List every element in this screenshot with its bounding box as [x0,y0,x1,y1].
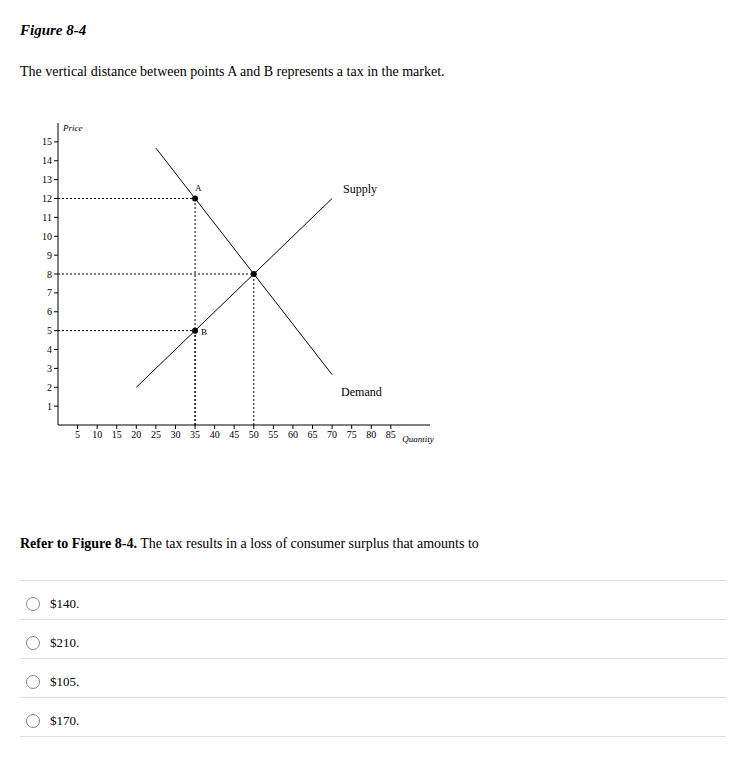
svg-text:45: 45 [229,429,239,440]
svg-text:7: 7 [47,287,52,298]
svg-text:6: 6 [47,306,52,317]
svg-text:5: 5 [75,429,80,440]
html-text:Figure 8-4: Figure 8-4 [20,22,87,38]
svg-text:Demand: Demand [341,385,382,399]
svg-text:3: 3 [47,363,52,374]
html-text:$170.: $170. [50,713,80,728]
svg-text:65: 65 [308,429,318,440]
svg-text:B: B [201,327,207,337]
svg-text:1: 1 [47,401,52,412]
svg-text:Price: Price [62,123,83,133]
svg-text:50: 50 [249,429,259,440]
svg-text:10: 10 [42,231,52,242]
svg-text:30: 30 [170,429,180,440]
html-text:$210.: $210. [50,635,80,650]
svg-text:80: 80 [366,429,376,440]
svg-text:Quantity: Quantity [402,434,434,444]
svg-text:Supply: Supply [343,182,377,196]
svg-text:15: 15 [42,136,52,147]
svg-text:55: 55 [268,429,278,440]
svg-text:5: 5 [47,325,52,336]
svg-text:A: A [195,183,202,193]
svg-text:40: 40 [210,429,220,440]
svg-text:11: 11 [42,212,52,223]
svg-text:2: 2 [47,382,52,393]
svg-text:12: 12 [42,193,52,204]
html-text:$105.: $105. [50,674,80,689]
svg-text:75: 75 [347,429,357,440]
svg-text:85: 85 [386,429,396,440]
html-text:Refer to Figure 8-4. The tax r: Refer to Figure 8-4. The tax results in … [20,536,479,551]
svg-text:35: 35 [190,429,200,440]
svg-text:70: 70 [327,429,337,440]
svg-text:60: 60 [288,429,298,440]
html-text:$140.: $140. [50,596,80,611]
svg-text:20: 20 [131,429,141,440]
svg-text:10: 10 [92,429,102,440]
html-text:The vertical distance between: The vertical distance between points A a… [20,64,445,79]
svg-text:13: 13 [42,174,52,185]
svg-text:25: 25 [151,429,161,440]
svg-text:9: 9 [47,250,52,261]
svg-text:4: 4 [47,344,52,355]
svg-text:8: 8 [47,269,52,280]
svg-text:14: 14 [42,155,52,166]
svg-text:15: 15 [112,429,122,440]
